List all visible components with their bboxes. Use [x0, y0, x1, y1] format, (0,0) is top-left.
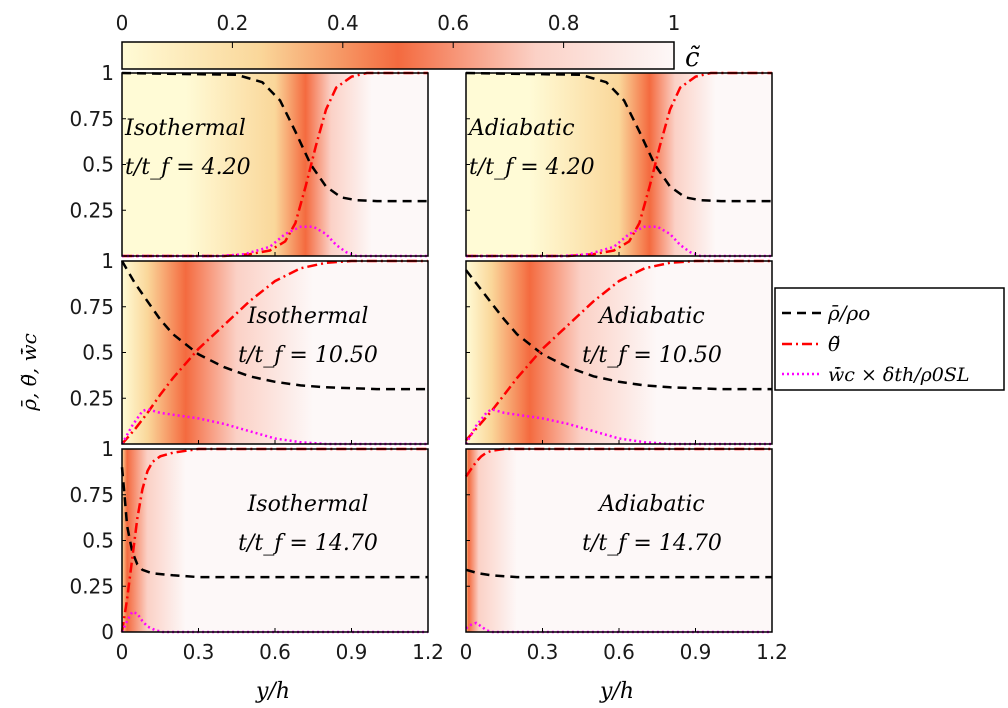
colorbar-tick-label: 0.2 [216, 11, 248, 35]
series-rho-line [465, 568, 772, 579]
panel-title: Adiabatic [597, 304, 705, 329]
panel-title: Isothermal [124, 116, 246, 141]
colorbar-label: c̃ [685, 43, 701, 73]
panel-0-0: 0.25 0.5 0.75 1 Isothermal t/t_f = 4.20 [69, 61, 429, 258]
y-tick-label: 0.5 [82, 529, 114, 553]
legend-label-omega: w̄̇c × δth/ρ0SL [828, 364, 970, 386]
y-tick-label: 0.75 [69, 295, 114, 319]
panel-1-0: 0.25 0.5 0.75 1 Isothermal t/t_f = 10.50 [69, 249, 429, 446]
y-tick-label: 0.5 [82, 153, 114, 177]
series-rho-line [121, 71, 428, 203]
y-tick-label: 0.75 [69, 107, 114, 131]
x-tick-label: 0.3 [183, 640, 215, 664]
panel-title: Adiabatic [467, 116, 575, 141]
x-tick-label: 0.3 [527, 640, 559, 664]
y-tick-label: 1 [101, 437, 114, 461]
series-rho-line [120, 260, 428, 391]
series-omega-line [120, 407, 428, 446]
y-tick-label: 0.75 [69, 483, 114, 507]
colorbar-tick-label: 1 [668, 11, 681, 35]
y-tick-label: 1 [101, 61, 114, 85]
y-tick-label: 0.25 [69, 386, 114, 410]
panel-flame-field [466, 261, 772, 444]
series-rho-line [465, 269, 772, 391]
x-tick-label: 0.9 [680, 640, 712, 664]
panel-title: Isothermal [247, 304, 369, 329]
legend-label-rho: ρ̄/ρo [827, 301, 870, 325]
colorbar-bar [121, 41, 675, 70]
panel-0-1: Adiabatic t/t_f = 4.20 [465, 71, 773, 258]
legend-label-theta: θ̃ [828, 332, 840, 356]
panel-time-label: t/t_f = 4.20 [125, 155, 251, 180]
panel-1-1: Adiabatic t/t_f = 10.50 [464, 259, 773, 446]
panel-2-0: 0 0.25 0.5 0.75 1 0 0.3 0.6 0.9 1.2 Isothermal t/t_… [69, 437, 443, 664]
x-tick-label: 0 [460, 640, 473, 664]
panel-time-label: t/t_f = 10.50 [238, 343, 378, 368]
panel-flame-field [466, 73, 772, 256]
colorbar-tick-label: 0 [116, 11, 129, 35]
x-tick-label: 1.2 [412, 640, 444, 664]
panel-flame-field [122, 73, 428, 256]
panel-time-label: t/t_f = 14.70 [238, 531, 378, 556]
y-axis-label: ρ̄, θ̃, w̄̇c [17, 333, 41, 412]
colorbar-tick-label: 0.4 [327, 11, 359, 35]
series-rho-line [465, 71, 772, 203]
series-omega-line [465, 621, 772, 634]
x-axis-label-left: y/h [255, 679, 290, 704]
panel-flame-field [466, 449, 772, 632]
series-theta-line [465, 259, 772, 442]
panel-time-label: t/t_f = 4.20 [469, 155, 595, 180]
y-tick-label: 1 [101, 249, 114, 273]
y-tick-label: 0.25 [69, 198, 114, 222]
colorbar-tick-label: 0.8 [548, 11, 580, 35]
y-tick-label: 0 [101, 620, 114, 644]
x-tick-label: 1.2 [756, 640, 788, 664]
panel-flame-field [122, 449, 428, 632]
x-axis-label-right: y/h [599, 679, 634, 704]
panel-time-label: t/t_f = 10.50 [582, 343, 722, 368]
x-tick-label: 0.6 [259, 640, 291, 664]
panel-title: Adiabatic [597, 492, 705, 517]
series-omega-line [464, 407, 772, 446]
panel-title: Isothermal [247, 492, 369, 517]
y-tick-label: 0.5 [82, 341, 114, 365]
panel-time-label: t/t_f = 14.70 [582, 531, 722, 556]
x-tick-label: 0.6 [603, 640, 635, 664]
panel-2-1: 0 0.3 0.6 0.9 1.2 Adiabatic t/t_f = 14.70 [460, 447, 788, 664]
series-rho-line [120, 467, 428, 579]
colorbar-tick-label: 0.6 [437, 11, 469, 35]
x-tick-label: 0.9 [336, 640, 368, 664]
legend: ρ̄/ρo θ̃ w̄̇c × δth/ρ0SL [774, 287, 1005, 391]
x-tick-label: 0 [116, 640, 129, 664]
y-tick-label: 0.25 [69, 574, 114, 598]
colorbar: 0 0.2 0.4 0.6 0.8 1 c̃ [116, 11, 701, 73]
series-theta-line [120, 447, 428, 633]
colorbar-ticks: 0 0.2 0.4 0.6 0.8 1 [116, 11, 681, 48]
